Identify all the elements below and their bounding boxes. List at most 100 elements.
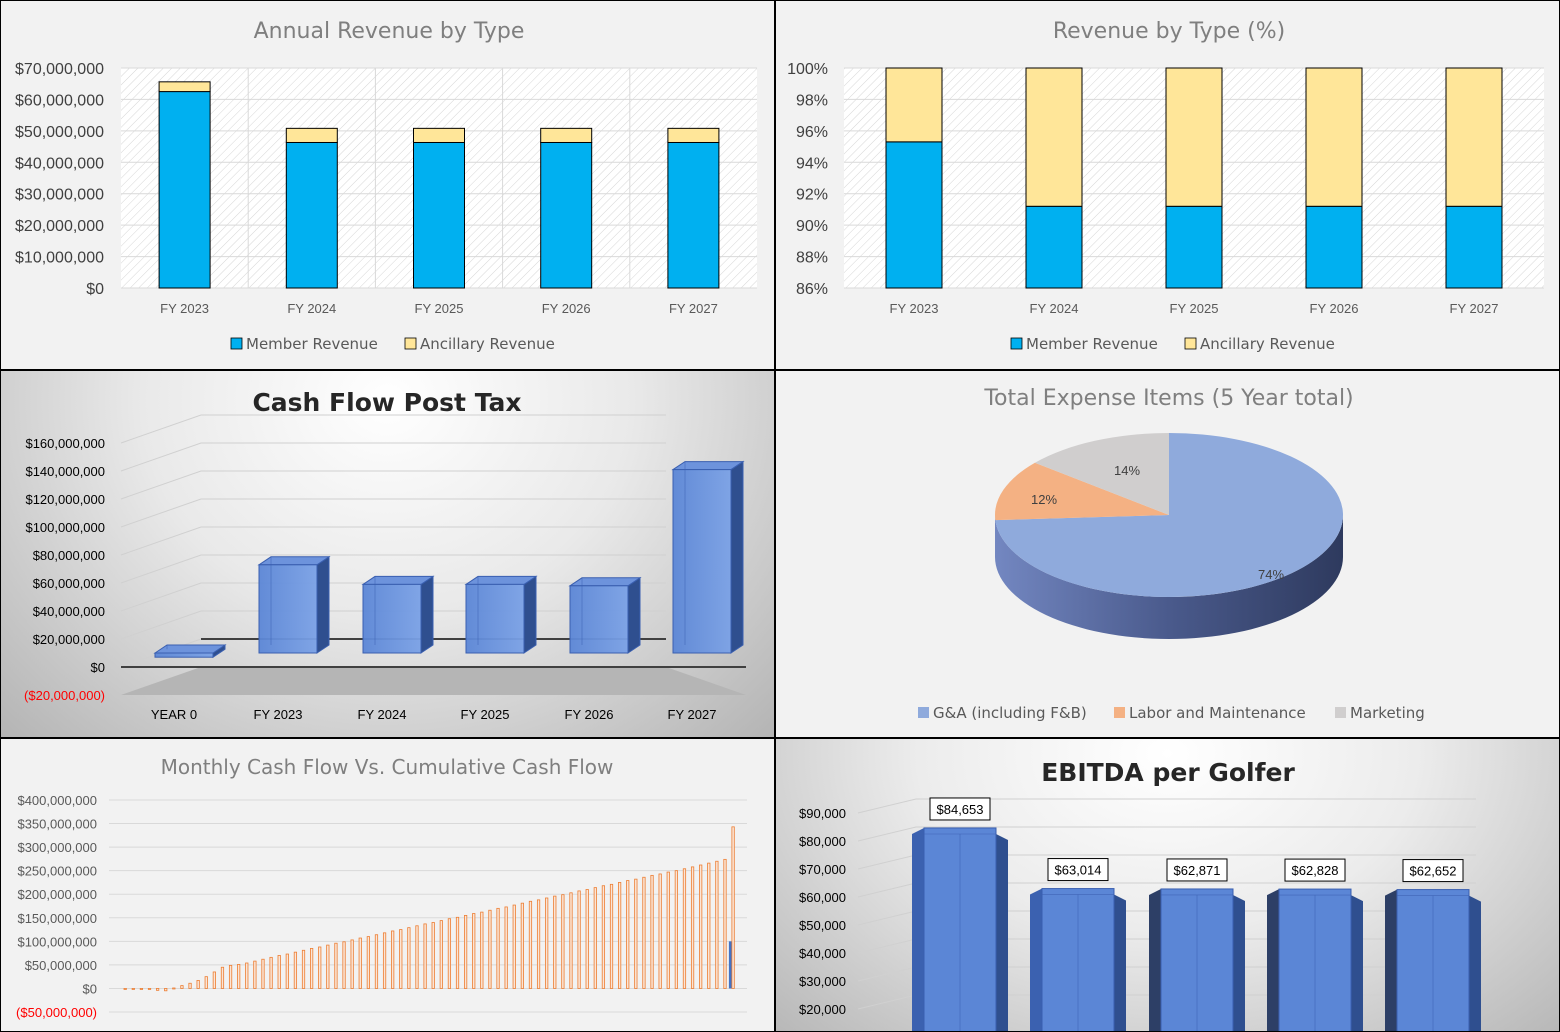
y-tick-label: $60,000,000 xyxy=(15,92,104,109)
legend-label-ancillary: Ancillary Revenue xyxy=(1200,335,1335,353)
bar-ancillary-revenue xyxy=(285,127,338,143)
ebitda-bar xyxy=(1267,888,1363,1031)
monthly-cash-flow-chart: Monthly Cash Flow Vs. Cumulative Cash Fl… xyxy=(0,738,775,1032)
y-tick-label: $0 xyxy=(91,660,105,675)
bar-cumulative-cash-flow xyxy=(609,883,614,989)
ebitda-bar xyxy=(1030,888,1126,1031)
y-tick-label: $0 xyxy=(83,981,97,996)
y-tick-label: $100,000,000 xyxy=(25,520,105,535)
x-tick-label: FY 2027 xyxy=(669,301,718,316)
bar-cumulative-cash-flow xyxy=(650,874,654,989)
bar-member-revenue xyxy=(1305,205,1363,289)
cash-flow-svg: Cash Flow Post Tax ($20,000,000) $0 $20,00… xyxy=(24,388,746,722)
bar-cumulative-cash-flow xyxy=(561,894,565,989)
bar-monthly-cash-flow xyxy=(728,941,732,989)
floor xyxy=(121,667,746,695)
y-tick-label: 86% xyxy=(796,281,828,298)
bar-cumulative-cash-flow xyxy=(293,951,298,989)
bar-cumulative-cash-flow xyxy=(180,985,184,989)
ebitda-chart: EBITDA per Golfer $20,000 $30,000 $40,000 $… xyxy=(775,738,1560,1032)
bar-ancillary-revenue xyxy=(158,81,211,93)
bar-cumulative-cash-flow xyxy=(642,876,646,989)
legend-swatch-ga xyxy=(918,707,929,718)
y-tick-label: $30,000,000 xyxy=(15,187,104,204)
bar-cumulative-cash-flow xyxy=(447,918,452,989)
bar-cumulative-cash-flow xyxy=(245,962,249,989)
gridline xyxy=(120,554,666,584)
y-tick-label: ($20,000,000) xyxy=(24,688,105,703)
legend-swatch-labor xyxy=(1114,707,1125,718)
bar-member-revenue xyxy=(1165,205,1223,289)
bar-cumulative-cash-flow xyxy=(342,941,346,989)
cash-flow-bar xyxy=(671,460,745,654)
data-label: $63,014 xyxy=(1055,863,1102,878)
gridline xyxy=(857,826,1476,842)
bar-ancillary-revenue xyxy=(1165,67,1223,207)
bar-cumulative-cash-flow xyxy=(196,980,200,989)
bar-cumulative-cash-flow xyxy=(269,956,273,989)
y-tick-label: $250,000,000 xyxy=(17,864,97,879)
bar-cumulative-cash-flow xyxy=(618,882,622,989)
cash-flow-bar xyxy=(153,644,227,659)
bar-cumulative-cash-flow xyxy=(212,971,216,989)
y-tick-label: $80,000,000 xyxy=(33,548,105,563)
cash-flow-bar xyxy=(257,555,331,654)
ebitda-svg: EBITDA per Golfer $20,000 $30,000 $40,000 $… xyxy=(799,758,1481,1031)
bar-cumulative-cash-flow xyxy=(731,826,735,989)
y-tick-label: 98% xyxy=(796,92,828,109)
bar-cumulative-cash-flow xyxy=(577,890,581,989)
revenue-pct-chart: Revenue by Type (%) 86% 88% 90% 92% 94% 96% 98… xyxy=(775,0,1560,370)
chart-title: EBITDA per Golfer xyxy=(1041,758,1295,787)
legend-label-member: Member Revenue xyxy=(1026,335,1158,353)
y-tick-label: $100,000,000 xyxy=(17,934,97,949)
legend-label-marketing: Marketing xyxy=(1350,704,1425,722)
pie-slice xyxy=(995,462,1169,521)
legend-swatch-member xyxy=(230,337,243,350)
bar-cumulative-cash-flow xyxy=(431,922,435,989)
y-tick-label: $50,000,000 xyxy=(15,124,104,141)
bar-cumulative-cash-flow xyxy=(156,988,160,991)
y-tick-label: $10,000,000 xyxy=(15,250,104,267)
bar-cumulative-cash-flow xyxy=(707,862,711,989)
bar-member-revenue xyxy=(158,91,211,289)
y-tick-label: 92% xyxy=(796,187,828,204)
bar-cumulative-cash-flow xyxy=(715,860,719,989)
bar-cumulative-cash-flow xyxy=(220,966,225,989)
bar-ancillary-revenue xyxy=(413,127,465,143)
y-tick-label: $90,000 xyxy=(799,806,846,821)
bar-cumulative-cash-flow xyxy=(139,988,144,990)
bar-ancillary-revenue xyxy=(667,127,720,143)
y-tick-label: $30,000 xyxy=(799,974,846,989)
x-tick-label: FY 2023 xyxy=(890,301,939,316)
chart-title: Annual Revenue by Type xyxy=(254,19,525,44)
data-label: $62,828 xyxy=(1292,863,1339,878)
y-tick-label: $20,000,000 xyxy=(33,632,105,647)
bar-member-revenue xyxy=(413,141,465,289)
y-tick-label: $70,000,000 xyxy=(15,61,104,78)
bar-cumulative-cash-flow xyxy=(593,887,597,989)
y-tick-label: $150,000,000 xyxy=(17,911,97,926)
x-tick-label: FY 2026 xyxy=(1310,301,1359,316)
bar-cumulative-cash-flow xyxy=(374,934,379,989)
expense-pie-chart: Total Expense Items (5 Year total) 74% 12… xyxy=(775,370,1560,738)
chart-title: Total Expense Items (5 Year total) xyxy=(983,386,1353,411)
bar-cumulative-cash-flow xyxy=(253,960,257,989)
y-tick-label: $20,000,000 xyxy=(15,218,104,235)
bar-cumulative-cash-flow xyxy=(147,988,152,990)
monthly-cash-flow-svg: Monthly Cash Flow Vs. Cumulative Cash Fl… xyxy=(16,755,747,1020)
bar-member-revenue xyxy=(285,141,338,289)
ebitda-bar xyxy=(1385,889,1481,1031)
y-tick-label: 100% xyxy=(787,61,828,78)
bar-member-revenue xyxy=(667,141,720,289)
bar-cumulative-cash-flow xyxy=(439,920,443,989)
bar-cumulative-cash-flow xyxy=(188,982,192,989)
y-tick-label: 96% xyxy=(796,124,828,141)
x-tick-label: FY 2026 xyxy=(542,301,591,316)
x-tick-label: FY 2025 xyxy=(461,707,510,722)
data-label-box xyxy=(929,797,991,821)
legend-swatch-marketing xyxy=(1335,707,1346,718)
bar-cumulative-cash-flow xyxy=(164,988,168,992)
bar-cumulative-cash-flow xyxy=(626,880,630,989)
bar-cumulative-cash-flow xyxy=(545,897,549,989)
y-tick-label: 88% xyxy=(796,250,828,267)
